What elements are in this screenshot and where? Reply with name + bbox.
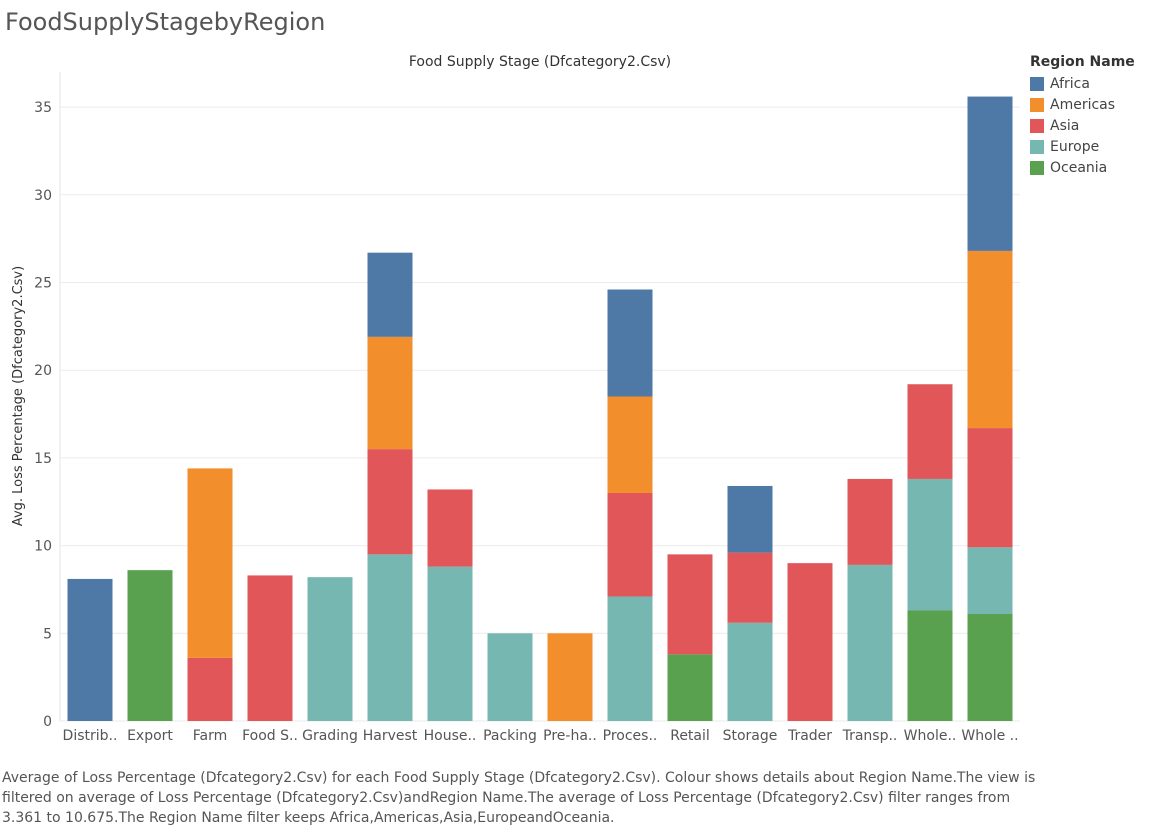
legend-swatch: [1030, 139, 1044, 154]
bar-segment-africa[interactable]: [367, 252, 413, 337]
bar-segment-europe[interactable]: [907, 478, 953, 611]
x-tick-label: Trader: [787, 728, 832, 744]
x-tick-label: Retail: [670, 728, 710, 744]
legend-item-oceania[interactable]: Oceania: [1030, 157, 1135, 178]
y-axis-ticks: 0 5 10 15 20 25 30 35: [34, 100, 52, 730]
legend-label: Africa: [1050, 75, 1090, 92]
legend-item-europe[interactable]: Europe: [1030, 136, 1135, 157]
bar-segment-asia[interactable]: [367, 449, 413, 555]
bar-segment-americas[interactable]: [607, 396, 653, 493]
legend-label: Americas: [1050, 96, 1116, 113]
bar-segment-americas[interactable]: [547, 633, 593, 721]
legend-swatch: [1030, 118, 1044, 133]
legend-item-americas[interactable]: Americas: [1030, 94, 1135, 115]
bar-segment-asia[interactable]: [607, 492, 653, 597]
bar-segment-europe[interactable]: [607, 596, 653, 721]
x-axis-ticks: Distrib.. Export Farm Food S.. Grading Harves…: [63, 728, 1019, 744]
bar-segment-asia[interactable]: [727, 552, 773, 623]
x-tick-label: Storage: [723, 728, 778, 744]
bar-segment-europe[interactable]: [727, 622, 773, 721]
legend-swatch: [1030, 160, 1044, 175]
legend: Region Name Africa Americas Asia Europe Ocea…: [1030, 54, 1135, 178]
y-tick-label: 35: [34, 100, 52, 116]
y-tick-label: 10: [34, 539, 52, 555]
bar-segment-asia[interactable]: [847, 478, 893, 565]
x-tick-label: Export: [127, 728, 173, 744]
bar-segment-europe[interactable]: [427, 566, 473, 721]
legend-swatch: [1030, 76, 1044, 91]
chart-title: Food Supply Stage (Dfcategory2.Csv): [409, 54, 671, 70]
x-tick-label: House..: [424, 728, 477, 744]
y-tick-label: 20: [34, 363, 52, 379]
bar-segment-oceania[interactable]: [127, 570, 173, 721]
y-tick-label: 15: [34, 451, 52, 467]
bar-segment-americas[interactable]: [967, 250, 1013, 429]
legend-item-asia[interactable]: Asia: [1030, 115, 1135, 136]
y-tick-label: 0: [43, 714, 52, 730]
legend-title: Region Name: [1030, 54, 1135, 70]
bar-segment-europe[interactable]: [367, 554, 413, 721]
bar-segment-oceania[interactable]: [907, 610, 953, 721]
y-tick-label: 25: [34, 275, 52, 291]
bar-segment-asia[interactable]: [667, 554, 713, 655]
stacked-bar-chart: Food Supply Stage (Dfcategory2.Csv) Avg.…: [11, 54, 1020, 744]
bar-segment-asia[interactable]: [247, 575, 293, 721]
y-tick-label: 30: [34, 188, 52, 204]
bar-segment-asia[interactable]: [907, 384, 953, 479]
bars: [67, 96, 1013, 721]
x-tick-label: Whole ..: [961, 728, 1018, 744]
x-tick-label: Packing: [483, 728, 537, 744]
bar-segment-asia[interactable]: [787, 563, 833, 721]
bar-segment-americas[interactable]: [187, 468, 233, 658]
bar-segment-asia[interactable]: [967, 428, 1013, 548]
x-tick-label: Proces..: [603, 728, 658, 744]
bar-segment-africa[interactable]: [67, 578, 113, 721]
x-tick-label: Distrib..: [63, 728, 118, 744]
bar-segment-europe[interactable]: [847, 564, 893, 721]
legend-item-africa[interactable]: Africa: [1030, 73, 1135, 94]
bar-segment-americas[interactable]: [367, 336, 413, 450]
x-tick-label: Harvest: [363, 728, 418, 744]
legend-label: Europe: [1050, 138, 1100, 155]
bar-segment-oceania[interactable]: [667, 654, 713, 721]
y-tick-label: 5: [43, 626, 52, 642]
bar-segment-europe[interactable]: [967, 547, 1013, 615]
x-tick-label: Food S..: [242, 728, 298, 744]
page-title: FoodSupplyStagebyRegion: [5, 8, 326, 36]
legend-label: Oceania: [1050, 159, 1108, 176]
bar-segment-africa[interactable]: [967, 96, 1013, 251]
bar-segment-africa[interactable]: [607, 289, 653, 397]
legend-items: Africa Americas Asia Europe Oceania: [1030, 73, 1135, 178]
x-tick-label: Transp..: [842, 728, 898, 744]
bar-segment-asia[interactable]: [427, 489, 473, 567]
x-tick-label: Grading: [302, 728, 358, 744]
legend-swatch: [1030, 97, 1044, 112]
y-axis-label: Avg. Loss Percentage (Dfcategory2.Csv): [11, 266, 26, 526]
bar-segment-europe[interactable]: [487, 633, 533, 721]
chart-caption: Average of Loss Percentage (Dfcategory2.…: [2, 770, 1036, 826]
x-tick-label: Pre-ha..: [543, 728, 597, 744]
legend-label: Asia: [1050, 117, 1080, 134]
bar-segment-europe[interactable]: [307, 577, 353, 721]
bar-segment-africa[interactable]: [727, 485, 773, 553]
x-tick-label: Whole..: [904, 728, 957, 744]
bar-segment-oceania[interactable]: [967, 614, 1013, 721]
bar-segment-asia[interactable]: [187, 657, 233, 721]
x-tick-label: Farm: [193, 728, 228, 744]
